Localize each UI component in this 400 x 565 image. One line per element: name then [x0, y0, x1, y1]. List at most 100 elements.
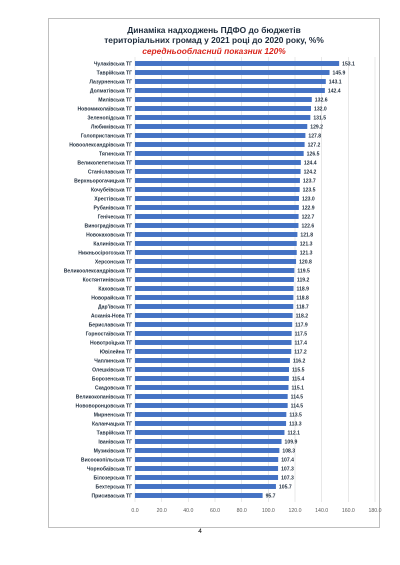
bar — [135, 484, 276, 489]
category-label: Новомиколаївська ТГ — [77, 106, 132, 112]
value-label: 131.5 — [313, 115, 326, 121]
value-label: 117.9 — [295, 322, 308, 328]
bar — [135, 160, 301, 165]
bar — [135, 196, 299, 201]
value-label: 112.1 — [287, 430, 300, 436]
category-label: Новокаховська ТГ — [86, 232, 132, 238]
category-label: Любимівська ТГ — [91, 123, 132, 130]
value-label: 124.4 — [304, 160, 317, 166]
value-label: 123.7 — [303, 178, 316, 184]
category-label: Каховська ТГ — [98, 286, 132, 292]
value-label: 114.5 — [291, 403, 304, 409]
category-label: Музиківська ТГ — [94, 448, 133, 454]
bar — [135, 403, 288, 408]
value-label: 117.2 — [294, 349, 307, 355]
x-tick-label: 120.0 — [289, 508, 302, 514]
bar — [135, 358, 290, 363]
value-label: 142.4 — [328, 88, 341, 94]
bar — [135, 304, 294, 309]
category-label: Чаплинська ТГ — [94, 358, 132, 364]
category-label: Висоокопільська ТГ — [81, 457, 132, 463]
category-label: Калинівська ТГ — [93, 241, 132, 247]
page-number: 4 — [198, 528, 202, 535]
category-label: Великолепетиська ТГ — [77, 160, 132, 166]
value-label: 115.4 — [292, 376, 305, 382]
value-label: 107.4 — [281, 457, 294, 463]
bar — [135, 430, 285, 435]
bar — [135, 115, 311, 120]
category-label: Олешківська ТГ — [92, 367, 132, 373]
value-label: 118.7 — [296, 304, 309, 310]
chart-title-line-2: територіальних громад у 2021 році до 202… — [104, 35, 324, 45]
bar — [135, 340, 292, 345]
value-label: 153.1 — [342, 61, 355, 67]
bar — [135, 493, 263, 498]
x-tick-label: 0.0 — [131, 508, 138, 514]
bar — [135, 88, 325, 93]
category-label: Чорнобаївська ТГ — [87, 465, 132, 472]
bar — [135, 259, 297, 264]
value-label: 115.5 — [292, 367, 305, 373]
category-label: Тягинська ТГ — [99, 151, 132, 157]
value-label: 121.3 — [300, 250, 313, 256]
category-label: Бехтерська ТГ — [96, 484, 133, 490]
value-label: 120.8 — [299, 259, 312, 265]
category-label: Чулаківська ТГ — [94, 61, 132, 67]
bar — [135, 349, 292, 354]
value-label: 124.2 — [304, 169, 317, 175]
bar — [135, 79, 326, 84]
value-label: 143.1 — [329, 79, 342, 85]
bar — [135, 367, 289, 372]
bar — [135, 295, 294, 300]
value-label: 113.5 — [289, 412, 302, 418]
bar — [135, 466, 279, 471]
x-tick-label: 100.0 — [262, 508, 275, 514]
category-label: Верхньорогачицька ТГ — [74, 178, 132, 184]
category-label: Мирненська ТГ — [94, 412, 132, 418]
bar — [135, 205, 299, 210]
bar — [135, 232, 298, 237]
bar — [135, 394, 288, 399]
bar — [135, 214, 299, 219]
bar — [135, 106, 311, 111]
value-label: 118.8 — [296, 295, 309, 301]
category-label: Великокопанівська ТГ — [76, 394, 132, 400]
value-label: 123.0 — [302, 196, 315, 202]
chart-title-line-1: Динаміка надходжень ПДФО до бюджетів — [127, 25, 301, 35]
value-label: 127.8 — [308, 133, 321, 139]
bar — [135, 97, 312, 102]
category-label: Кочубеївська ТГ — [91, 186, 132, 193]
bar — [135, 187, 300, 192]
category-label: Асканія-Нова ТГ — [91, 313, 132, 319]
chart-frame — [48, 18, 380, 528]
grid-lines — [134, 57, 376, 502]
value-label: 113.3 — [289, 421, 302, 427]
bar — [135, 178, 300, 183]
value-label: 129.2 — [310, 124, 323, 130]
value-label: 107.3 — [281, 466, 294, 472]
value-label: 109.9 — [285, 439, 298, 445]
category-label: Скадовська ТГ — [95, 385, 132, 391]
bar — [135, 385, 289, 390]
category-label: Долматівська ТГ — [90, 88, 132, 94]
bar — [135, 448, 280, 453]
bar — [135, 277, 294, 282]
bar — [135, 313, 293, 318]
x-tick-label: 160.0 — [342, 508, 355, 514]
value-label: 122.9 — [302, 205, 315, 211]
value-label: 107.3 — [281, 475, 294, 481]
category-label: Іванівська ТГ — [98, 439, 132, 445]
value-label: 95.7 — [266, 493, 276, 499]
x-tick-label: 60.0 — [210, 508, 220, 514]
category-label: Новорайська ТГ — [91, 294, 132, 301]
value-label: 121.3 — [300, 241, 313, 247]
value-label: 114.5 — [291, 394, 304, 400]
x-tick-labels: 0.0 20.0 40.0 60.0 80.0 100.0 120.0 140.0 160.0 1… — [131, 508, 381, 514]
bar — [135, 223, 299, 228]
value-label: 115.1 — [291, 385, 304, 391]
value-label: 132.6 — [315, 97, 328, 103]
value-label: 108.3 — [282, 448, 295, 454]
category-label: Горностаївська ТГ — [86, 331, 132, 337]
